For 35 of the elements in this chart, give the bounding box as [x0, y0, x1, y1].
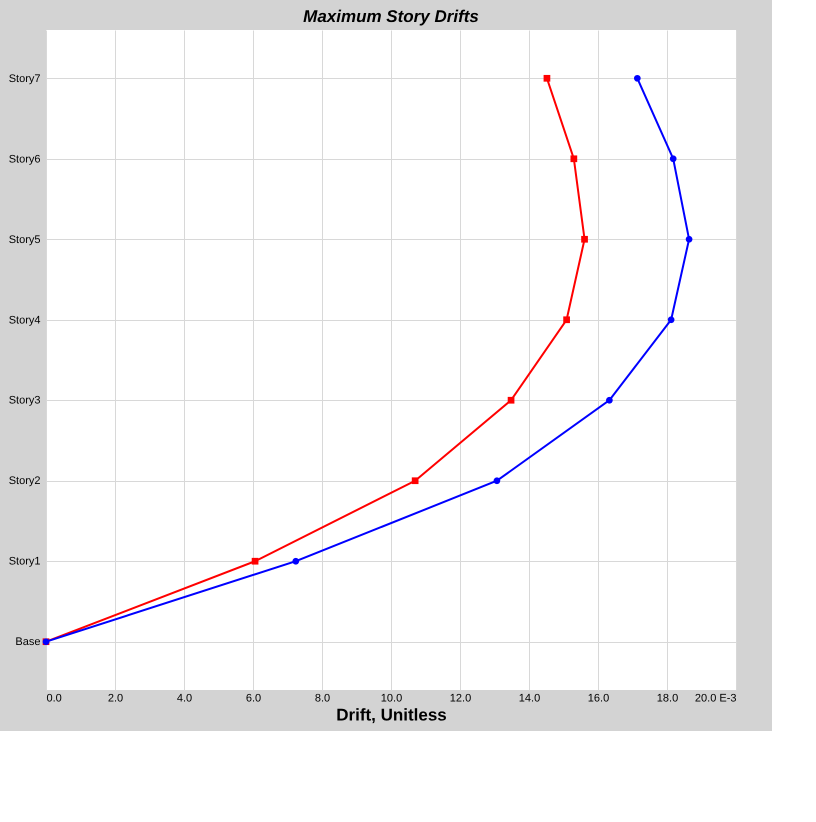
point [494, 477, 500, 484]
x-tick-label: 4.0 [176, 692, 192, 704]
y-tick-label: Story7 [8, 72, 40, 85]
point [292, 558, 300, 565]
y-tick-label: Story2 [8, 475, 40, 488]
x-tick-label: 10.0 [380, 692, 402, 704]
point [508, 396, 514, 404]
x-tick-label: 2.0 [108, 692, 124, 704]
x-tick-label: 0.0 [46, 692, 62, 704]
x-tick-label: 18.0 [656, 692, 678, 704]
point [670, 155, 677, 162]
point [252, 558, 258, 565]
x-tick-label: 8.0 [314, 692, 330, 704]
point [563, 316, 570, 324]
chart-title: Maximum Story Drifts [303, 7, 479, 26]
y-tick-label: Story5 [8, 234, 40, 246]
x-tick-label: 12.0 [450, 692, 472, 704]
y-tick-label: Story6 [8, 153, 40, 166]
y-tick-label: Story3 [8, 394, 40, 407]
point [668, 316, 674, 324]
x-axis-title: Drift, Unitless [336, 706, 447, 724]
point [686, 236, 692, 243]
y-tick-label: Story4 [8, 314, 40, 326]
point [412, 477, 419, 484]
x-tick-label: 20.0 E-3 [694, 692, 736, 704]
x-tick-label: 14.0 [518, 692, 540, 704]
point [606, 396, 613, 404]
point [581, 236, 588, 243]
y-tick-label: Story1 [8, 556, 40, 568]
x-tick-label: 6.0 [246, 692, 262, 704]
x-tick-label: 16.0 [588, 692, 610, 704]
point [634, 74, 641, 82]
point [570, 155, 578, 162]
y-tick-label: Base [15, 636, 40, 648]
point [544, 74, 550, 82]
